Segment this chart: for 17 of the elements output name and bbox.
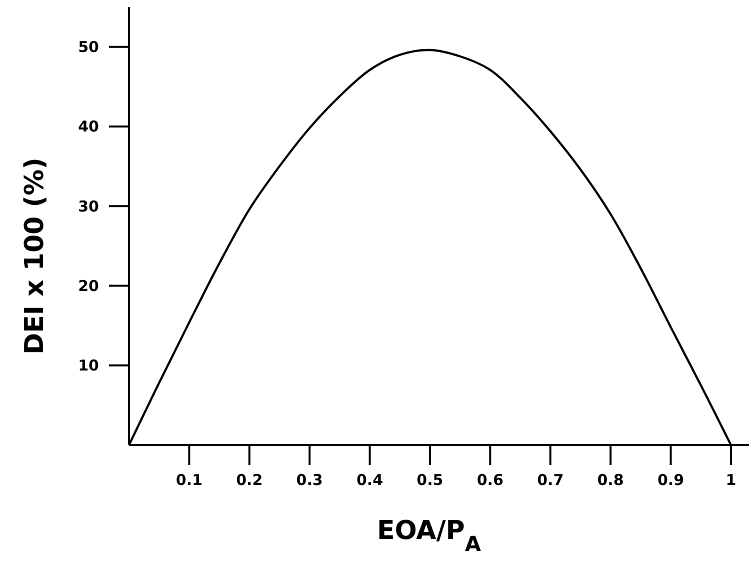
x-axis-title: EOA/P$_{A}$ [377, 516, 481, 556]
x-tick-label: 1 [726, 471, 736, 489]
y-axis-title: DEI x 100 (%) [20, 157, 50, 355]
x-tick-label: 0.3 [296, 471, 323, 489]
y-tick-label: 10 [78, 356, 99, 375]
x-tick-label: 0.6 [476, 471, 504, 489]
x-tick-label: 0.1 [176, 471, 202, 489]
x-tick-label: 0.2 [236, 471, 263, 489]
y-tick-label: 40 [78, 118, 99, 136]
y-tick-label: 20 [78, 276, 99, 295]
y-tick-label: 50 [78, 38, 99, 56]
x-tick-label: 0.8 [597, 471, 624, 489]
x-tick-label: 0.5 [416, 471, 444, 489]
x-tick-label: 0.4 [356, 471, 384, 489]
y-tick-label: 30 [78, 197, 99, 216]
x-tick-label: 0.9 [657, 471, 684, 489]
x-tick-label: 0.7 [537, 471, 564, 489]
